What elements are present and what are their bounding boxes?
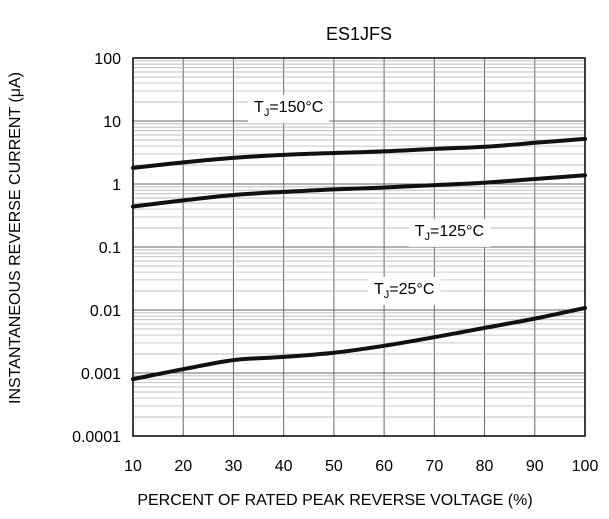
series-line-2 xyxy=(131,305,587,382)
annotation-background xyxy=(408,218,491,247)
y-tick-label: 0.0001 xyxy=(72,429,121,446)
annotation-label: TJ=25°C xyxy=(374,281,434,301)
x-tick-label: 100 xyxy=(572,458,599,475)
y-tick-labels: 100 10 1 0.1 0.01 0.001 0.0001 xyxy=(72,51,121,446)
x-tick-label: 20 xyxy=(174,458,192,475)
chart-title: ES1JFS xyxy=(326,24,392,44)
annotations: TJ=150°C TJ=125°C TJ=25°C xyxy=(248,94,491,305)
x-tick-label: 10 xyxy=(124,458,142,475)
y-tick-label: 1 xyxy=(112,177,121,194)
x-tick-labels: 10 20 30 40 50 60 70 80 90 100 xyxy=(124,458,598,475)
annotation-label: TJ=150°C xyxy=(254,99,323,119)
x-tick-label: 50 xyxy=(325,458,343,475)
annotation-background xyxy=(368,276,441,305)
y-tick-label: 0.01 xyxy=(90,303,121,320)
x-tick-label: 80 xyxy=(476,458,494,475)
series-line-1 xyxy=(131,173,587,209)
y-tick-label: 10 xyxy=(103,114,121,131)
y-axis-label: INSTANTANEOUS REVERSE CURRENT (μA) xyxy=(7,72,24,404)
x-tick-label: 60 xyxy=(375,458,393,475)
x-tick-label: 40 xyxy=(275,458,293,475)
annotation-label: TJ=125°C xyxy=(415,223,484,243)
y-tick-label: 0.001 xyxy=(81,366,121,383)
annotation-background xyxy=(248,94,330,123)
annotation-2: TJ=25°C xyxy=(368,276,441,305)
x-tick-label: 30 xyxy=(225,458,243,475)
series-lines xyxy=(131,136,587,382)
x-tick-label: 70 xyxy=(425,458,443,475)
plot-area xyxy=(132,57,586,437)
grid xyxy=(133,58,585,436)
y-tick-label: 0.1 xyxy=(99,240,121,257)
x-axis-label: PERCENT OF RATED PEAK REVERSE VOLTAGE (%… xyxy=(137,492,532,509)
series-line-0 xyxy=(131,136,587,170)
annotation-1: TJ=125°C xyxy=(408,218,491,247)
y-tick-label: 100 xyxy=(94,51,121,68)
x-tick-label: 90 xyxy=(526,458,544,475)
annotation-0: TJ=150°C xyxy=(248,94,330,123)
